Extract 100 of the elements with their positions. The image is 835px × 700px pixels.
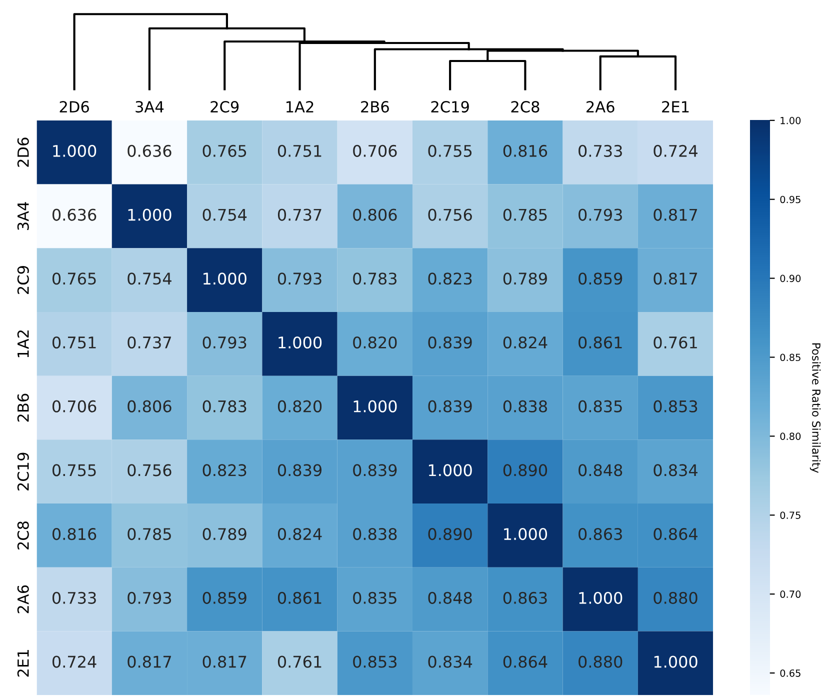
data-label: 0.838 (503, 400, 547, 412)
data-label: 0.751 (52, 336, 96, 349)
data-label: 0.817 (128, 656, 171, 668)
color-bar-label: 0.85 (780, 354, 800, 362)
y-tick-label: 2C19 (17, 452, 29, 490)
y-tick-label: 2C9 (17, 266, 29, 294)
data-label: 0.636 (128, 144, 172, 157)
data-label: 0.864 (503, 656, 548, 668)
data-label: 0.751 (278, 144, 322, 157)
data-label: 0.816 (503, 144, 548, 157)
x-tick-label: 2C9 (210, 101, 239, 113)
y-tick-label: 2A6 (17, 585, 29, 614)
data-label: 1.000 (579, 592, 622, 604)
data-label: 0.861 (578, 336, 622, 349)
data-label: 0.756 (128, 464, 172, 476)
data-label: 0.824 (278, 528, 322, 540)
data-label: 0.863 (503, 592, 547, 604)
color-bar-title: Positive Ratio Similarity (810, 343, 821, 473)
data-label: 0.761 (654, 336, 697, 349)
data-label: 0.706 (353, 144, 397, 157)
data-label: 0.724 (654, 144, 698, 157)
y-tick-label: 3A4 (17, 202, 29, 230)
data-label: 0.789 (202, 528, 246, 540)
data-label: 1.000 (428, 464, 472, 476)
data-label: 0.820 (353, 336, 397, 349)
data-label: 0.817 (202, 656, 246, 668)
data-label: 0.765 (202, 144, 246, 157)
color-bar-label: 1.00 (780, 116, 801, 124)
data-label: 0.806 (128, 400, 172, 412)
data-label: 0.853 (353, 656, 396, 668)
color-bar-label: 0.90 (780, 274, 801, 282)
y-tick-label: 2D6 (17, 138, 29, 167)
data-label: 0.839 (353, 464, 397, 476)
y-tick-label: 2E1 (17, 650, 29, 677)
data-label: 0.785 (128, 528, 171, 540)
data-label: 0.863 (578, 528, 622, 540)
data-label: 0.737 (278, 208, 322, 221)
data-label: 0.864 (654, 528, 698, 540)
data-label: 0.823 (428, 272, 472, 285)
data-label: 0.783 (202, 400, 246, 412)
data-label: 0.838 (353, 528, 397, 540)
data-label: 0.823 (202, 464, 246, 476)
data-label: 1.000 (204, 272, 246, 285)
data-label: 0.820 (278, 400, 322, 412)
data-label: 1.000 (53, 144, 96, 157)
data-label: 0.756 (428, 208, 472, 221)
x-tick-label: 2E1 (662, 101, 689, 112)
data-label: 0.733 (578, 144, 622, 157)
x-tick-label: 2B6 (361, 101, 389, 113)
y-tick-label: 2B6 (17, 394, 29, 422)
x-tick-label: 1A2 (286, 101, 314, 112)
data-label: 0.834 (654, 464, 698, 476)
data-label: 0.793 (578, 208, 622, 221)
data-label: 0.839 (428, 336, 472, 349)
data-label: 0.733 (52, 592, 96, 604)
data-label: 0.835 (578, 400, 622, 412)
data-label: 1.000 (278, 336, 322, 349)
data-label: 1.000 (128, 208, 172, 221)
data-label: 0.785 (503, 208, 547, 221)
data-label: 0.834 (428, 656, 472, 668)
data-label: 0.755 (52, 464, 96, 476)
data-label: 0.737 (128, 336, 171, 349)
x-tick-label: 2A6 (586, 101, 614, 113)
data-label: 0.793 (202, 336, 246, 349)
data-label: 0.724 (52, 656, 96, 668)
data-label: 0.755 (428, 144, 472, 157)
data-label: 0.789 (503, 272, 547, 285)
color-bar-label: 0.80 (780, 432, 801, 440)
y-tick-label: 2C8 (17, 521, 29, 550)
x-tick-label: 2C19 (431, 101, 469, 113)
color-bar-label: 0.75 (780, 512, 800, 519)
color-bar-label: 0.70 (780, 590, 801, 598)
data-label: 0.859 (578, 272, 622, 285)
data-label: 0.890 (503, 464, 548, 476)
data-label: 0.835 (353, 592, 396, 604)
color-bar-label: 0.95 (780, 196, 800, 204)
y-tick-label: 1A2 (17, 330, 29, 358)
x-tick-label: 2C8 (511, 101, 540, 113)
data-label: 0.793 (128, 592, 172, 604)
data-label: 0.817 (654, 208, 698, 221)
data-label: 1.000 (654, 656, 698, 668)
data-label: 0.793 (278, 272, 322, 285)
data-label: 0.859 (202, 592, 246, 604)
data-label: 0.848 (428, 592, 472, 604)
x-tick-label: 3A4 (136, 101, 164, 113)
data-label: 0.880 (654, 592, 698, 604)
data-label: 0.754 (128, 272, 172, 285)
x-tick-label: 2D6 (60, 101, 89, 113)
data-label: 0.890 (428, 528, 472, 540)
data-label: 0.848 (578, 464, 622, 476)
data-label: 0.861 (278, 592, 322, 604)
data-label: 0.761 (278, 656, 322, 668)
data-label: 0.783 (353, 272, 396, 285)
data-label: 0.765 (52, 272, 96, 285)
data-label: 1.000 (504, 528, 548, 540)
data-label: 0.706 (52, 400, 96, 412)
data-label: 0.853 (654, 400, 698, 412)
data-label: 0.817 (654, 272, 698, 285)
data-label: 0.839 (428, 400, 472, 412)
data-label: 0.754 (202, 208, 247, 221)
